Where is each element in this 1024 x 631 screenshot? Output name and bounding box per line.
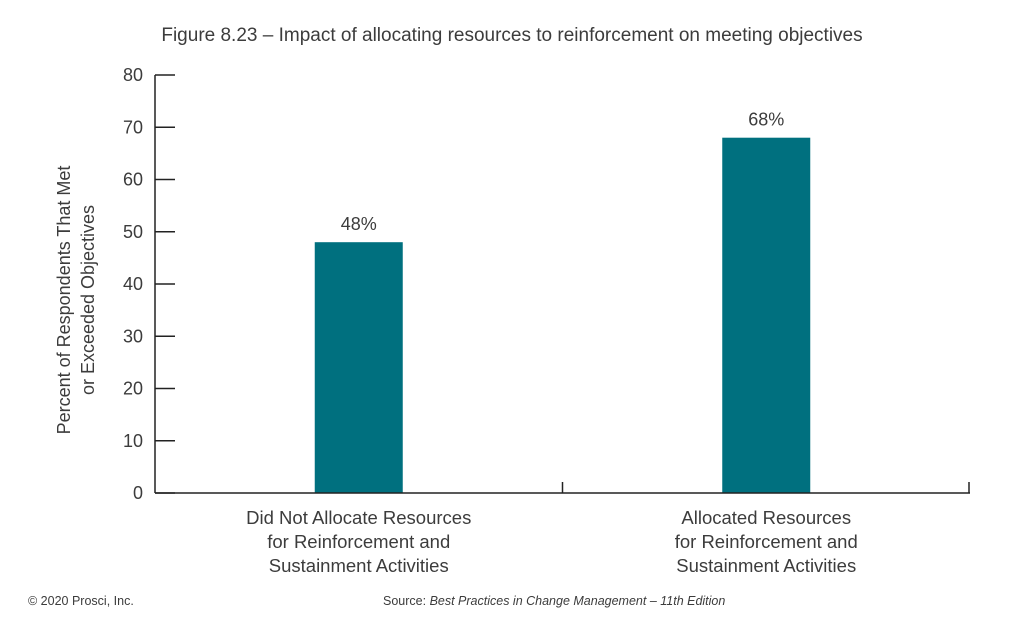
y-axis-label-line: Percent of Respondents That Met	[54, 166, 74, 435]
x-category-label-line: Sustainment Activities	[269, 555, 449, 576]
y-tick-label: 40	[123, 274, 143, 294]
y-tick-label: 60	[123, 170, 143, 190]
source-prefix: Source:	[383, 594, 430, 608]
chart-title: Figure 8.23 – Impact of allocating resou…	[161, 25, 862, 46]
x-axis-labels: Did Not Allocate Resources for Reinforcem…	[246, 507, 858, 576]
copyright-text: © 2020 Prosci, Inc.	[28, 594, 134, 608]
x-category-label: Did Not Allocate Resources for Reinforcem…	[246, 507, 471, 576]
x-category-label-line: for Reinforcement and	[267, 531, 450, 552]
y-tick-label: 30	[123, 326, 143, 346]
x-category-label: Allocated Resources for Reinforcement and…	[675, 507, 858, 576]
x-category-label-line: Did Not Allocate Resources	[246, 507, 471, 528]
x-category-label-line: for Reinforcement and	[675, 531, 858, 552]
x-category-label-line: Allocated Resources	[681, 507, 851, 528]
y-tick-label: 80	[123, 65, 143, 85]
source-title: Best Practices in Change Management – 11…	[430, 594, 726, 608]
bar-value-label: 68%	[748, 110, 784, 130]
y-tick-label: 10	[123, 431, 143, 451]
y-tick-label: 70	[123, 117, 143, 137]
bar	[722, 137, 811, 493]
x-category-label-line: Sustainment Activities	[676, 555, 856, 576]
y-tick-label: 0	[133, 483, 143, 503]
y-axis-label: Percent of Respondents That Met or Exceed…	[54, 166, 98, 435]
y-tick-label: 20	[123, 379, 143, 399]
value-labels: 48% 68%	[341, 110, 785, 235]
source-text: Source: Best Practices in Change Managem…	[383, 594, 725, 608]
bars	[314, 137, 811, 493]
x-axis-ticks	[561, 482, 970, 493]
y-tick-label: 50	[123, 222, 143, 242]
y-axis-label-line: or Exceeded Objectives	[78, 205, 98, 395]
bar-value-label: 48%	[341, 214, 377, 234]
y-axis-ticks: 0 10 20 30 40 50 60 70 80	[123, 65, 175, 503]
bar	[314, 242, 403, 493]
